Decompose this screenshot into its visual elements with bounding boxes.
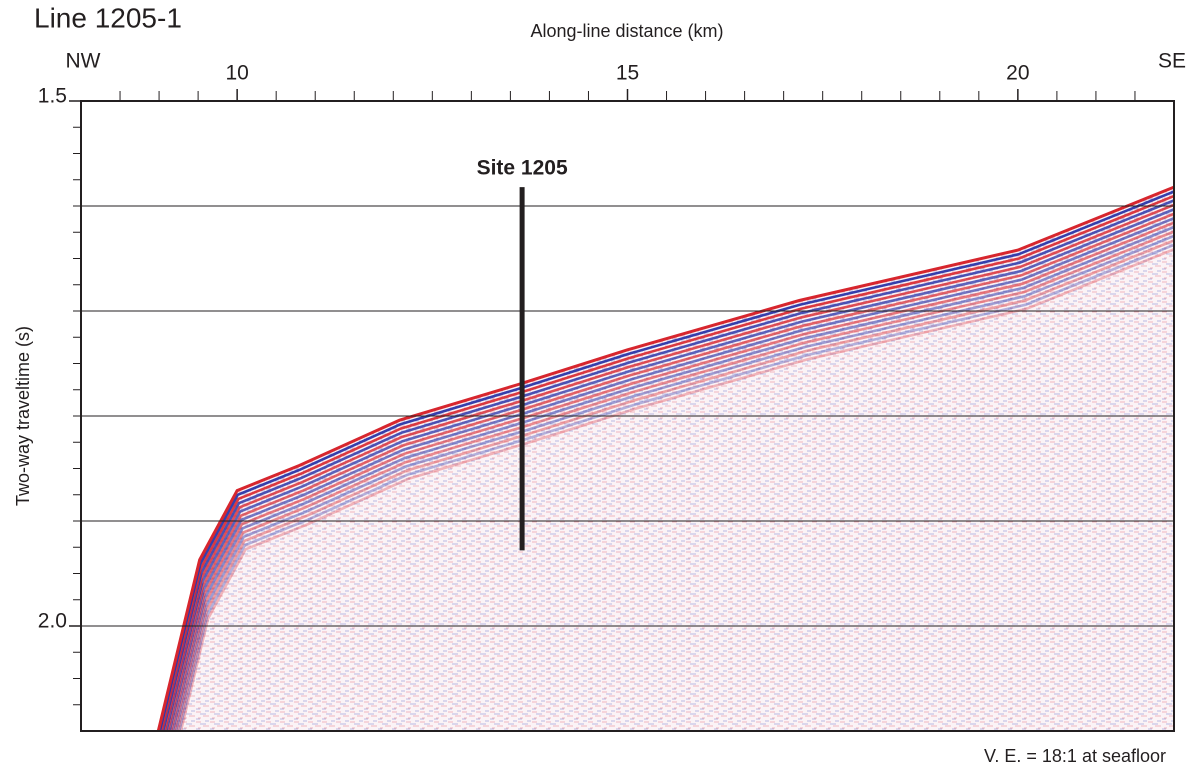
reflector	[158, 190, 1174, 731]
reflector	[179, 247, 1174, 731]
sediment-fill	[158, 187, 1174, 731]
note: V. E. = 18:1 at seafloor	[984, 746, 1166, 766]
reflector	[177, 243, 1174, 731]
site-label: Site 1205	[477, 157, 568, 180]
seismic-section	[156, 185, 1174, 731]
x-tick-label: 20	[1006, 62, 1029, 85]
reflector	[160, 194, 1174, 731]
direction-right: SE	[1158, 50, 1186, 73]
reflector	[174, 234, 1174, 731]
axes: 10 15 20 1.5 2.0 Site 1205	[38, 62, 1175, 732]
y-tick-label: 2.0	[38, 610, 67, 633]
seafloor	[156, 185, 1174, 731]
x-axis-label: Along-line distance (km)	[530, 21, 723, 41]
x-tick-label: 10	[225, 62, 248, 85]
y-axis-label: Two-way traveltime (s)	[13, 326, 33, 506]
reflector	[176, 239, 1174, 731]
chart-title: Line 1205-1	[34, 2, 182, 33]
x-tick-label: 15	[616, 62, 639, 85]
y-tick-label: 1.5	[38, 85, 67, 108]
direction-left: NW	[66, 50, 101, 73]
